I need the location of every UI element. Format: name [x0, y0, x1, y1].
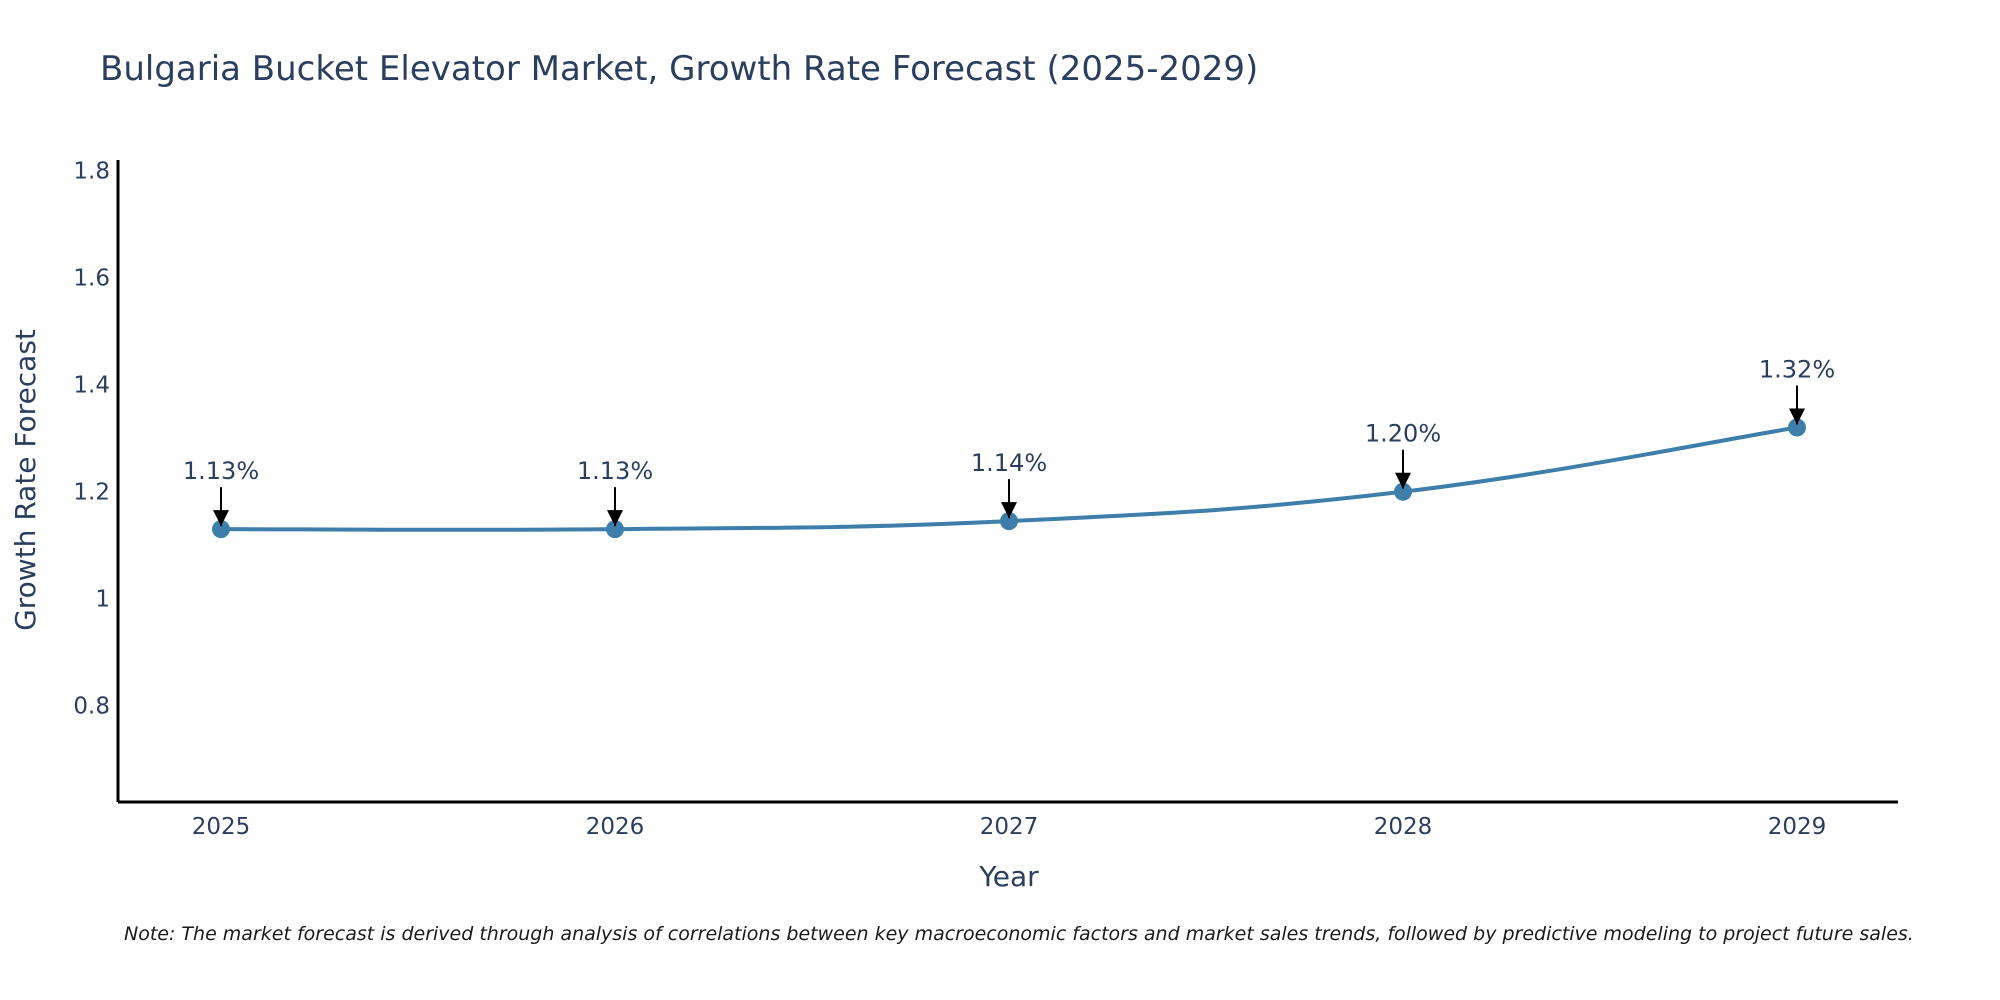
- data-label: 1.20%: [1365, 420, 1441, 448]
- y-tick-label: 1.6: [73, 266, 110, 292]
- y-tick-label: 1.4: [73, 373, 110, 399]
- x-axis-title: Year: [978, 860, 1039, 893]
- y-tick-label: 1.8: [73, 159, 110, 185]
- data-label: 1.13%: [577, 457, 653, 485]
- y-tick-label: 0.8: [73, 694, 110, 720]
- y-tick-label: 1: [95, 587, 110, 613]
- plot-area: 0.8 1 1.2 1.4 1.6 1.8 2025 2026 2027 2028 2029 1.13…: [73, 159, 1898, 840]
- x-tick-label: 2029: [1768, 814, 1827, 840]
- x-tick-label: 2027: [980, 814, 1039, 840]
- data-label: 1.14%: [971, 449, 1047, 477]
- y-axis-title: Growth Rate Forecast: [9, 329, 42, 631]
- chart-title: Bulgaria Bucket Elevator Market, Growth …: [100, 49, 1258, 89]
- footnote: Note: The market forecast is derived thr…: [124, 923, 1914, 945]
- y-tick-label: 1.2: [73, 480, 110, 506]
- x-tick-label: 2028: [1374, 814, 1433, 840]
- x-tick-label: 2026: [586, 814, 645, 840]
- data-label: 1.13%: [183, 457, 259, 485]
- x-tick-label: 2025: [192, 814, 251, 840]
- data-label: 1.32%: [1759, 356, 1835, 384]
